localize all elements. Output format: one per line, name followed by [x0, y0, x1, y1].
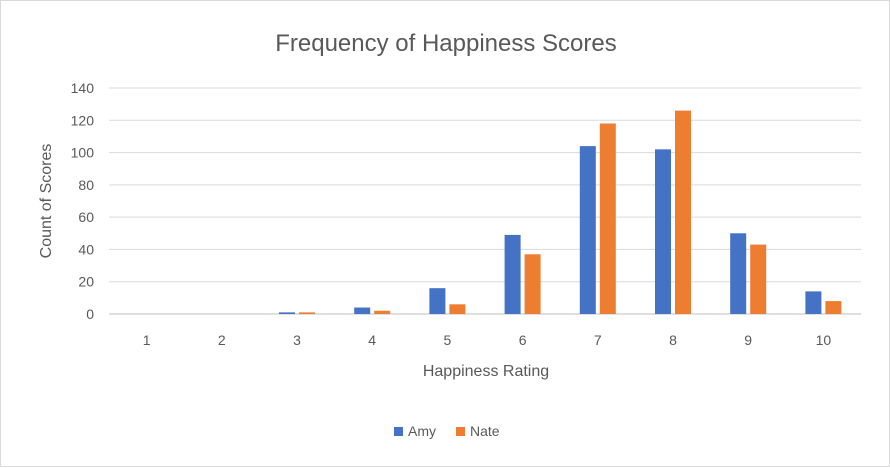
- legend-label-amy: Amy: [408, 423, 436, 439]
- bar-nate-5: [449, 304, 466, 314]
- bar-amy-3: [279, 312, 295, 314]
- y-tick-label: 0: [86, 306, 94, 322]
- chart-title: Frequency of Happiness Scores: [275, 30, 617, 57]
- y-axis-label: Count of Scores: [38, 144, 55, 259]
- y-tick-label: 60: [78, 209, 94, 225]
- bar-nate-9: [750, 244, 767, 314]
- bar-amy-6: [504, 234, 521, 314]
- gridlines: [109, 87, 861, 315]
- y-tick-label: 40: [78, 241, 94, 257]
- x-tick-label: 2: [218, 332, 226, 348]
- x-tick-label: 8: [669, 332, 677, 348]
- bar-amy-8: [655, 149, 671, 314]
- y-tick-label: 120: [71, 112, 95, 128]
- y-tick-label: 20: [78, 274, 94, 290]
- bar-nate-8: [675, 110, 691, 314]
- bar-nate-4: [374, 310, 391, 314]
- legend-swatch-amy: [394, 427, 403, 436]
- bar-amy-9: [730, 233, 747, 314]
- bar-amy-5: [429, 288, 446, 314]
- bar-amy-10: [805, 291, 822, 314]
- x-tick-label: 1: [143, 332, 151, 348]
- x-axis-ticks: 1 2 3 4 5 6 7 8 9 10: [143, 332, 832, 348]
- x-tick-label: 7: [594, 332, 602, 348]
- legend-label-nate: Nate: [470, 423, 500, 439]
- bar-nate-7: [599, 123, 616, 314]
- y-tick-label: 140: [71, 80, 95, 96]
- x-tick-label: 10: [816, 332, 832, 348]
- x-tick-label: 6: [519, 332, 527, 348]
- y-tick-label: 80: [78, 177, 94, 193]
- bar-amy-4: [354, 307, 371, 314]
- y-tick-label: 100: [71, 145, 95, 161]
- bars: [279, 110, 842, 314]
- bar-nate-3: [299, 312, 315, 314]
- bar-amy-7: [579, 146, 596, 314]
- x-tick-label: 5: [444, 332, 452, 348]
- x-axis-label: Happiness Rating: [423, 363, 549, 380]
- x-tick-label: 4: [368, 332, 376, 348]
- bar-nate-10: [825, 301, 842, 314]
- x-tick-label: 3: [293, 332, 301, 348]
- legend: Amy Nate: [394, 423, 500, 439]
- bar-nate-6: [524, 254, 541, 314]
- x-tick-label: 9: [744, 332, 752, 348]
- y-axis-ticks: 0 20 40 60 80 100 120 140: [71, 80, 95, 322]
- legend-swatch-nate: [456, 427, 465, 436]
